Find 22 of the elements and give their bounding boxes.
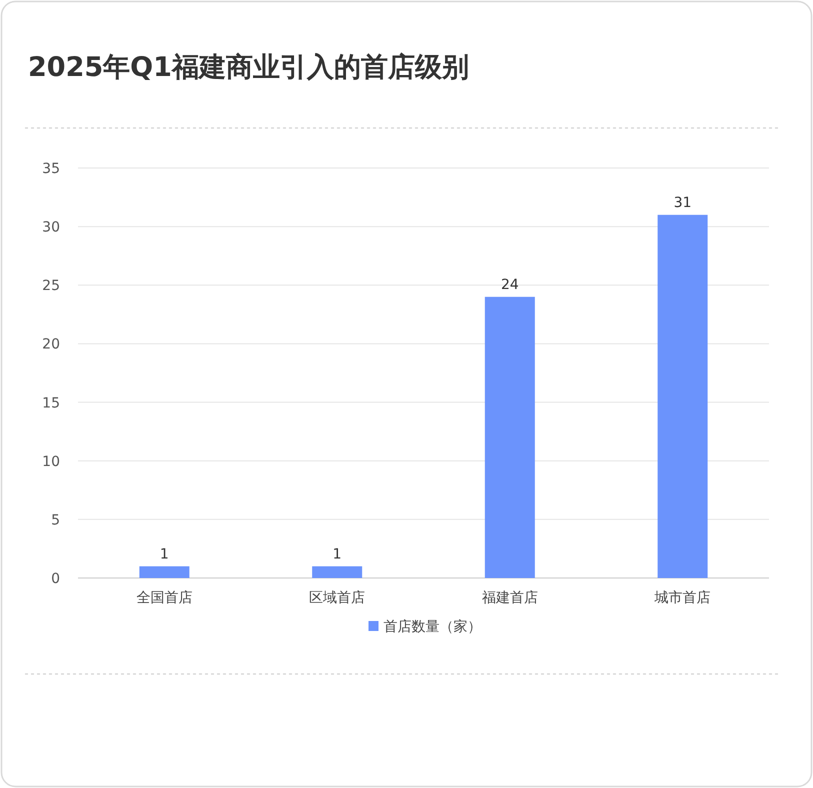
y-tick-label: 35 xyxy=(42,161,60,177)
data-label: 24 xyxy=(500,276,519,293)
y-tick-label: 5 xyxy=(51,512,60,528)
chart-title: 2025年Q1福建商业引入的首店级别 xyxy=(28,52,469,83)
bar xyxy=(312,566,362,578)
x-tick-label: 区域首店 xyxy=(309,590,366,606)
bar xyxy=(658,214,708,578)
y-tick-label: 25 xyxy=(42,278,60,294)
data-label: 31 xyxy=(674,194,692,211)
y-tick-label: 10 xyxy=(42,454,60,470)
legend-label: 首店数量（家） xyxy=(384,619,482,635)
bar xyxy=(139,566,190,578)
y-tick-label: 15 xyxy=(42,395,60,412)
y-tick-label: 0 xyxy=(51,571,60,587)
y-tick-label: 20 xyxy=(42,336,60,353)
data-label: 1 xyxy=(160,546,169,562)
y-tick-label: 30 xyxy=(42,220,60,236)
x-tick-label: 全国首店 xyxy=(136,590,192,606)
x-tick-label: 城市首店 xyxy=(654,590,711,606)
x-tick-label: 福建首店 xyxy=(482,590,538,606)
data-label: 1 xyxy=(332,546,342,562)
bar xyxy=(484,296,535,578)
